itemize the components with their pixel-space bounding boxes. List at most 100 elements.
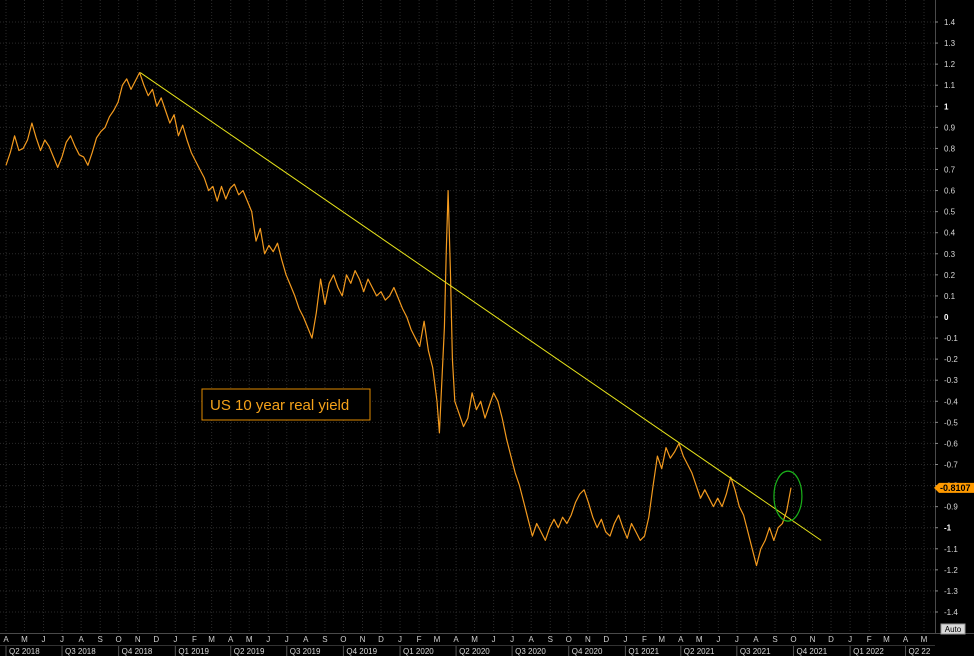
x-month-label: F (417, 635, 422, 644)
y-tick-label: 0.2 (944, 271, 956, 280)
x-month-label: J (492, 635, 496, 644)
y-axis: 1.4 1.3 1.2 1.1 1 0.9 0.8 0.7 0.6 0.5 0.4 0.3 0.2 0.1… (935, 18, 958, 617)
x-month-label: M (696, 635, 703, 644)
x-quarter-label: Q1 2021 (628, 647, 659, 656)
x-quarter-label: Q3 2020 (515, 647, 546, 656)
x-quarter-label: Q2 2019 (234, 647, 265, 656)
y-tick-label: -0.4 (944, 397, 958, 406)
y-tick-label: -1.1 (944, 545, 958, 554)
annotation-text: US 10 year real yield (210, 397, 349, 414)
y-tick-label: 1.3 (944, 39, 956, 48)
annotation-box (201, 388, 371, 421)
x-month-label: J (173, 635, 177, 644)
x-month-label: F (642, 635, 647, 644)
x-month-label: A (453, 635, 459, 644)
y-tick-label: 1.4 (944, 18, 956, 27)
x-quarter-label: Q3 2018 (65, 647, 96, 656)
x-quarter-label: Q2 2018 (9, 647, 40, 656)
x-quarter-label: Q4 2020 (572, 647, 603, 656)
x-month-label: O (116, 635, 122, 644)
x-month-label: M (208, 635, 215, 644)
annotation-label: US 10 year real yield (201, 388, 371, 421)
x-month-label: S (548, 635, 553, 644)
x-month-label: A (529, 635, 535, 644)
x-month-label: A (78, 635, 84, 644)
last-value-text: -0.8107 (940, 483, 971, 493)
y-tick-label: -1.4 (944, 608, 958, 617)
y-tick-label: 1.1 (944, 81, 956, 90)
x-month-label: J (285, 635, 289, 644)
x-quarter-label: Q1 2019 (178, 647, 209, 656)
y-tick-label: -0.2 (944, 355, 958, 364)
trendline (139, 72, 822, 541)
y-tick-label: -0.6 (944, 439, 958, 448)
x-month-label: J (266, 635, 270, 644)
x-month-label: J (60, 635, 64, 644)
y-tick-label: -0.7 (944, 461, 958, 470)
y-tick-label: -1 (944, 524, 952, 533)
y-tick-label: 0.6 (944, 187, 956, 196)
series-line-real-yield (5, 71, 792, 567)
x-quarter-label: Q1 2020 (403, 647, 434, 656)
y-tick-label: -1.3 (944, 587, 958, 596)
x-month-label: A (3, 635, 9, 644)
x-month-label: D (378, 635, 384, 644)
x-month-label: A (903, 635, 909, 644)
x-month-label: A (753, 635, 759, 644)
y-tick-label: 0.5 (944, 208, 956, 217)
x-month-label: A (678, 635, 684, 644)
x-month-label: M (21, 635, 28, 644)
y-tick-label: 1 (944, 102, 949, 111)
x-month-label: J (735, 635, 739, 644)
x-month-label: O (566, 635, 572, 644)
y-tick-label: -0.5 (944, 418, 958, 427)
x-month-label: N (135, 635, 141, 644)
y-tick-label: -0.1 (944, 334, 958, 343)
x-quarter-label: Q4 2018 (122, 647, 153, 656)
x-month-label: M (246, 635, 253, 644)
x-month-label: F (867, 635, 872, 644)
last-value-badge: -0.8107 (934, 482, 974, 493)
x-month-label: M (434, 635, 441, 644)
x-month-label: S (98, 635, 103, 644)
x-quarter-label: Q3 2021 (740, 647, 771, 656)
x-month-label: J (716, 635, 720, 644)
x-quarter-label: Q2 2021 (684, 647, 715, 656)
y-tick-label: 0 (944, 313, 949, 322)
x-quarter-label: Q2 2020 (459, 647, 490, 656)
last-value-badge-shape (934, 482, 974, 493)
x-month-label: J (623, 635, 627, 644)
y-tick-label: 0.8 (944, 144, 956, 153)
x-month-label: N (360, 635, 366, 644)
x-quarter-label: Q3 2019 (290, 647, 321, 656)
x-month-label: A (303, 635, 309, 644)
auto-button-bg[interactable] (940, 623, 966, 635)
y-tick-label: 0.4 (944, 229, 956, 238)
x-quarter-label: Q1 2022 (853, 647, 884, 656)
grid (0, 0, 935, 633)
x-month-label: J (42, 635, 46, 644)
x-quarter-label: Q4 2019 (346, 647, 377, 656)
x-month-label: M (921, 635, 928, 644)
x-month-label: D (603, 635, 609, 644)
auto-button-label[interactable]: Auto (945, 625, 962, 634)
auto-scale-button[interactable]: Auto (940, 623, 966, 635)
y-tick-label: 0.3 (944, 250, 956, 259)
x-month-label: J (848, 635, 852, 644)
x-month-label: M (658, 635, 665, 644)
x-month-label: N (585, 635, 591, 644)
y-tick-label: 1.2 (944, 60, 956, 69)
x-month-label: D (828, 635, 834, 644)
x-month-label: O (340, 635, 346, 644)
x-month-label: S (772, 635, 777, 644)
y-tick-label: 0.9 (944, 123, 956, 132)
x-month-label: M (883, 635, 890, 644)
x-quarter-label: Q2 22 (909, 647, 931, 656)
x-month-label: J (510, 635, 514, 644)
y-tick-label: -0.9 (944, 503, 958, 512)
y-tick-label: -0.3 (944, 376, 958, 385)
x-month-label: D (153, 635, 159, 644)
